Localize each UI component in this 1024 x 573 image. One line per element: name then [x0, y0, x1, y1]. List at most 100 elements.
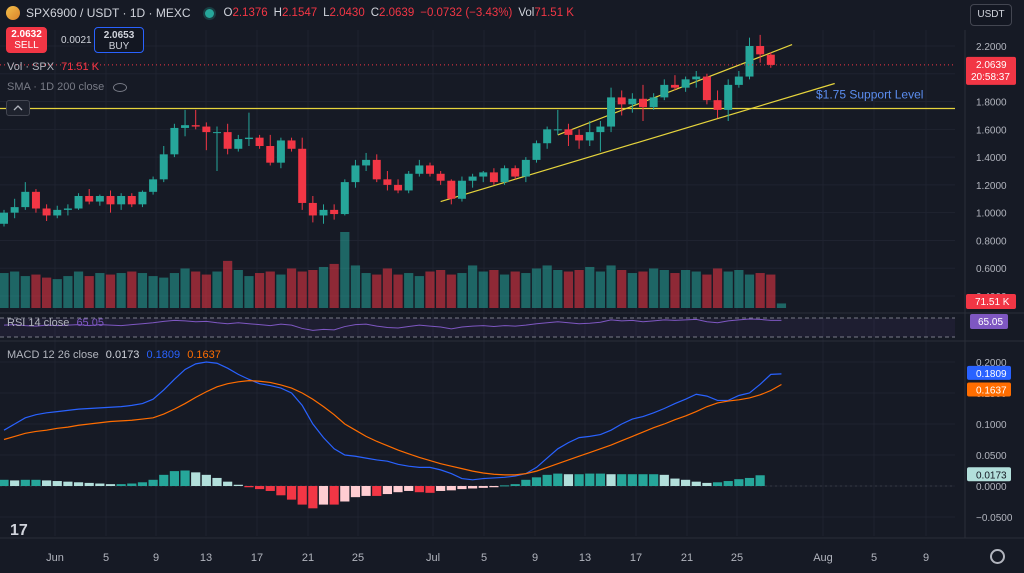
candle-body	[213, 132, 221, 134]
candle-body	[266, 146, 275, 163]
volume-bar	[531, 268, 542, 308]
volume-legend[interactable]: Vol · SPX 71.51 K	[7, 61, 99, 73]
volume-bar	[510, 271, 520, 308]
time-axis-label: 17	[251, 552, 263, 564]
rsi-badge	[970, 314, 1008, 329]
volume-bar	[10, 271, 20, 308]
candle-body	[362, 159, 371, 166]
signal-badge	[967, 382, 1011, 397]
ohlc-value: 2.0430	[329, 7, 365, 19]
volume-bar	[223, 260, 233, 308]
volume-bar	[425, 271, 435, 308]
volume-bar	[414, 276, 424, 308]
sma-legend[interactable]: SMA · 1D 200 close	[7, 81, 128, 93]
macd-histogram-bar	[499, 485, 510, 487]
candle-body	[10, 207, 19, 213]
chart-header: SPX6900 / USDT · 1D · MEXC O2.1376 H2.154…	[0, 0, 960, 26]
macd-histogram-bar	[649, 474, 659, 486]
buy-price: 2.0653	[103, 30, 135, 41]
macd-histogram-bar	[137, 482, 148, 486]
candle-body	[404, 173, 413, 191]
macd-legend[interactable]: MACD 12 26 close 0.0173 0.1809 0.1637	[7, 349, 221, 361]
volume-legend-label: Vol · SPX	[7, 61, 55, 73]
ohlc-value: 2.0639	[379, 7, 415, 19]
chevron-up-icon	[13, 105, 23, 111]
candle-body	[745, 46, 754, 77]
volume-bar	[350, 265, 361, 308]
macd-histogram-bar	[318, 486, 329, 505]
macd-legend-signal: 0.1637	[187, 349, 221, 361]
macd-histogram-bar	[297, 486, 307, 505]
currency-button[interactable]: USDT	[970, 4, 1012, 26]
macd-histogram-bar	[425, 486, 435, 493]
volume-bar	[95, 273, 105, 308]
rsi-band	[0, 318, 955, 337]
volume-bar	[286, 268, 297, 308]
volume-bar	[563, 271, 574, 308]
volume-bar	[542, 265, 552, 308]
time-axis-label: 21	[681, 552, 693, 564]
rsi-badge-value: 65.05	[978, 317, 1003, 328]
volume-bar	[499, 274, 510, 308]
sell-button[interactable]: 2.0632 SELL	[6, 27, 47, 53]
time-axis-label: 5	[481, 552, 487, 564]
ohlc-key: H	[273, 7, 282, 19]
rsi-legend-value: 65.05	[76, 317, 104, 329]
time-axis-label: 5	[871, 552, 877, 564]
candle-body	[53, 209, 62, 216]
spread-value: 0.0021	[61, 35, 92, 46]
macd-histogram-bar	[744, 477, 755, 486]
candle-body	[607, 97, 616, 127]
macd-line	[3, 361, 782, 481]
time-axis-label: Jul	[426, 552, 440, 564]
candle-body	[734, 76, 743, 85]
tradingview-logo[interactable]: 17	[10, 522, 28, 539]
volume-bar	[233, 270, 243, 308]
macd-histogram-bar	[329, 486, 339, 505]
candle-body	[31, 191, 40, 209]
volume-bar	[702, 274, 712, 308]
collapse-legend-button[interactable]	[6, 100, 30, 116]
ohlc-readout: O2.1376 H2.1547 L2.0430 C2.0639 −0.0732 (−3.…	[224, 7, 574, 19]
volume-bar	[446, 274, 456, 308]
volume-bar	[393, 274, 403, 308]
candle-body	[639, 98, 647, 108]
candle-body	[298, 148, 307, 203]
candle-body	[117, 196, 126, 205]
macd-histogram-bar	[393, 486, 403, 493]
price-axis-label: 0.8000	[976, 236, 1007, 247]
volume-bar	[372, 274, 382, 308]
volume-bar	[691, 271, 701, 308]
macd-histogram-bar	[414, 486, 424, 493]
volume-bar	[0, 273, 9, 308]
candle-body	[543, 129, 552, 144]
histogram-badge	[967, 467, 1011, 482]
macd-histogram-bar	[95, 483, 105, 486]
token-logo-icon	[6, 6, 20, 20]
candle-body	[85, 196, 94, 202]
time-axis-label: 13	[200, 552, 212, 564]
rsi-legend[interactable]: RSI 14 close 65.05	[7, 317, 104, 329]
ohlc-item: H2.1547	[274, 7, 318, 19]
macd-histogram-bar	[531, 477, 542, 486]
settings-gear-icon[interactable]	[990, 549, 1005, 564]
buy-label: BUY	[108, 41, 130, 52]
volume-bar	[436, 270, 446, 308]
macd-histogram-bar	[404, 486, 414, 491]
symbol-title[interactable]: SPX6900 / USDT · 1D · MEXC	[26, 6, 191, 20]
volume-bar	[159, 277, 169, 308]
time-axis-label: 21	[302, 552, 314, 564]
macd-histogram-bar	[446, 486, 456, 491]
macd-histogram-bar	[340, 486, 350, 502]
candle-body	[138, 191, 147, 205]
candle-body	[766, 54, 775, 65]
hidden-eye-icon[interactable]	[113, 82, 128, 92]
volume-bar	[361, 273, 371, 308]
volume-bar	[712, 268, 723, 308]
macd-histogram-bar	[276, 486, 286, 496]
buy-button[interactable]: 2.0653 BUY	[94, 27, 144, 53]
volume-bar	[606, 265, 616, 308]
ohlc-value: 2.1547	[281, 7, 318, 19]
volume-bar	[489, 270, 499, 308]
